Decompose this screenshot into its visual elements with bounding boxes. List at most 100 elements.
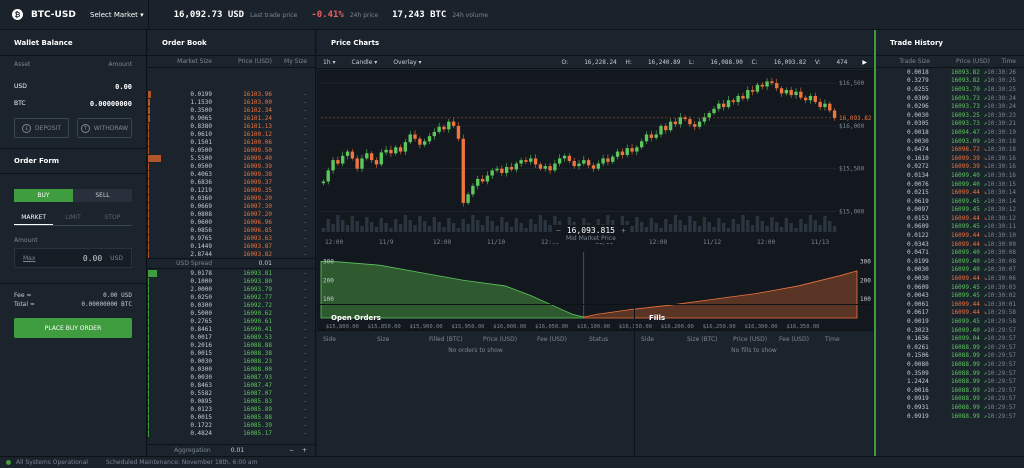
asks-row[interactable]: 0.0199 16103.96 - — [148, 90, 315, 98]
bids-row[interactable]: 0.0017 16089.53 - — [148, 333, 315, 341]
asks-row[interactable]: 0.0610 16100.12 - — [148, 130, 315, 138]
asks-row[interactable]: 0.9765 16093.63 - — [148, 234, 315, 242]
asks-row[interactable]: 0.3500 16102.34 - — [148, 106, 315, 114]
amount-input[interactable]: Max 0.00 USD — [14, 248, 132, 268]
trade-price: 16098.72 ↘ — [950, 146, 988, 154]
bids-row[interactable]: 0.2765 16090.61 - — [148, 317, 315, 325]
bids-row[interactable]: 0.8463 16087.47 - — [148, 381, 315, 389]
asks-list: 0.0199 16103.96 - 1.1530 16103.00 - 0.3500 1610… — [148, 68, 315, 258]
asks-row[interactable]: 2.8744 16093.82 - — [148, 250, 315, 258]
tab-stop[interactable]: STOP — [104, 214, 121, 221]
arrow-down-icon: ↘ — [979, 300, 988, 308]
zoom-in-icon[interactable]: + — [621, 226, 626, 235]
trade-price: 16088.99 ↗ — [950, 403, 988, 411]
asks-row[interactable]: 0.0360 16099.20 - — [148, 194, 315, 202]
arrow-up-icon: ↗ — [979, 318, 988, 326]
download-icon: ↓ — [22, 123, 31, 133]
max-link[interactable]: Max — [23, 254, 36, 262]
asks-row[interactable]: 0.6836 16099.37 - — [148, 178, 315, 186]
bids-row[interactable]: 0.0030 16087.93 - — [148, 373, 315, 381]
trade-time: 10:30:08 — [987, 257, 1016, 265]
play-icon[interactable]: ▶ — [862, 58, 867, 66]
bids-row[interactable]: 9.0178 16093.81 - — [148, 269, 315, 277]
interval-select[interactable]: 1h ▾ — [323, 58, 336, 66]
arrow-up-icon: ↗ — [979, 412, 988, 420]
overlay-select[interactable]: Overlay ▾ — [393, 58, 422, 66]
buy-tab[interactable]: BUY — [14, 189, 73, 202]
trade-row: 0.3509 16088.99 ↗ 10:29:57 — [876, 369, 1024, 378]
asks-row[interactable]: 1.1530 16103.00 - — [148, 98, 315, 106]
system-status[interactable]: All Systems Operational — [16, 459, 88, 466]
candle — [799, 91, 803, 98]
chart-type-select[interactable]: Candle ▾ — [351, 58, 378, 66]
candle — [640, 141, 644, 148]
withdraw-button[interactable]: ↑ WITHDRAW — [77, 118, 132, 138]
my-size: - — [303, 210, 307, 218]
volume-bar — [717, 218, 721, 232]
asks-row[interactable]: 5.5500 16099.40 - — [148, 154, 315, 162]
bids-row[interactable]: 0.5582 16087.07 - — [148, 389, 315, 397]
sell-tab[interactable]: SELL — [73, 189, 132, 202]
tab-market[interactable]: MARKET — [14, 211, 54, 225]
asks-row[interactable]: 0.0856 16096.85 - — [148, 226, 315, 234]
bids-row[interactable]: 0.1722 16085.39 - — [148, 421, 315, 429]
trade-row: 0.0919 16088.99 ↗ 10:29:57 — [876, 412, 1024, 421]
asks-row[interactable]: 0.0600 16096.96 - — [148, 218, 315, 226]
my-size: - — [303, 293, 307, 301]
bids-row[interactable]: 0.0895 16085.83 - — [148, 397, 315, 405]
bids-row[interactable]: 0.0300 16088.00 - — [148, 365, 315, 373]
candle — [543, 166, 547, 169]
my-size: - — [303, 389, 307, 397]
plus-icon[interactable]: + — [301, 447, 307, 454]
zoom-out-icon[interactable]: − — [556, 226, 561, 235]
bids-row[interactable]: 0.5000 16090.62 - — [148, 309, 315, 317]
volume-bar — [644, 227, 649, 232]
chevron-down-icon: ▾ — [140, 10, 144, 19]
candle — [615, 151, 620, 157]
asks-row[interactable]: 0.1219 16099.35 - — [148, 186, 315, 194]
bids-row[interactable]: 0.2016 16088.88 - — [148, 341, 315, 349]
volume-bar — [553, 216, 557, 232]
bids-row[interactable]: 0.4824 16085.17 - — [148, 429, 315, 437]
bids-row[interactable]: 0.0123 16085.89 - — [148, 405, 315, 413]
asks-row[interactable]: 0.0669 16097.30 - — [148, 202, 315, 210]
trade-price: 16093.25 ↗ — [950, 111, 988, 119]
asks-row[interactable]: 0.4063 16099.38 - — [148, 170, 315, 178]
volume-stat: 17,243 BTC 24h volume — [392, 9, 488, 20]
asks-row[interactable]: 0.1449 16093.87 - — [148, 242, 315, 250]
x-tick-label: $16,200.00 — [661, 324, 694, 330]
bids-row[interactable]: 0.8461 16090.41 - — [148, 325, 315, 333]
depth-chart[interactable]: 100 100 200 200 300 300 $15,800.00 $15,850.00 $1… — [317, 250, 873, 330]
minus-icon[interactable]: − — [288, 447, 294, 454]
select-market-dropdown[interactable]: Select Market ▾ — [90, 10, 144, 19]
maintenance-notice[interactable]: Scheduled Maintenance: November 18th, 6:… — [105, 459, 258, 466]
bids-row[interactable]: 0.0300 16092.72 - — [148, 301, 315, 309]
bids-row[interactable]: 0.1000 16093.80 - — [148, 277, 315, 285]
market-size: 0.4063 — [190, 170, 212, 178]
asks-row[interactable]: 0.0500 16099.50 - — [148, 146, 315, 154]
bids-row[interactable]: 0.0015 16088.38 - — [148, 349, 315, 357]
bids-row[interactable]: 0.0250 16092.77 - — [148, 293, 315, 301]
asks-row[interactable]: 0.0500 16099.39 - — [148, 162, 315, 170]
bids-row[interactable]: 2.0000 16093.79 - — [148, 285, 315, 293]
volume-bar — [731, 219, 736, 232]
last-price-label: 16,093.82 — [839, 115, 872, 122]
trade-price: 16088.99 ↗ — [950, 386, 988, 394]
candle — [630, 148, 634, 152]
asks-row[interactable]: 0.1501 16100.06 - — [148, 138, 315, 146]
trade-price: 16099.40 ↗ — [950, 171, 988, 179]
arrow-up-icon: ↗ — [979, 137, 988, 145]
asks-row[interactable]: 0.9065 16101.24 - — [148, 114, 315, 122]
place-buy-order-button[interactable]: PLACE BUY ORDER — [14, 318, 132, 338]
bids-row[interactable]: 0.0015 16085.88 - — [148, 413, 315, 421]
asks-row[interactable]: 0.0808 16097.20 - — [148, 210, 315, 218]
tab-limit[interactable]: LIMIT — [65, 214, 81, 221]
candle — [326, 170, 330, 182]
candlestick-chart[interactable]: $15,000 $15,500 $16,000 $16,500 16,093.82 12:… — [317, 70, 873, 250]
bids-row[interactable]: 0.0030 16088.23 - — [148, 357, 315, 365]
deposit-button[interactable]: ↓ DEPOSIT — [14, 118, 69, 138]
depth-bar — [148, 139, 150, 146]
asks-row[interactable]: 0.8380 16101.13 - — [148, 122, 315, 130]
trade-price: 16099.39 ↘ — [950, 154, 988, 162]
open-orders-panel: Open Orders Side Size Filled (BTC) Price… — [317, 305, 635, 457]
